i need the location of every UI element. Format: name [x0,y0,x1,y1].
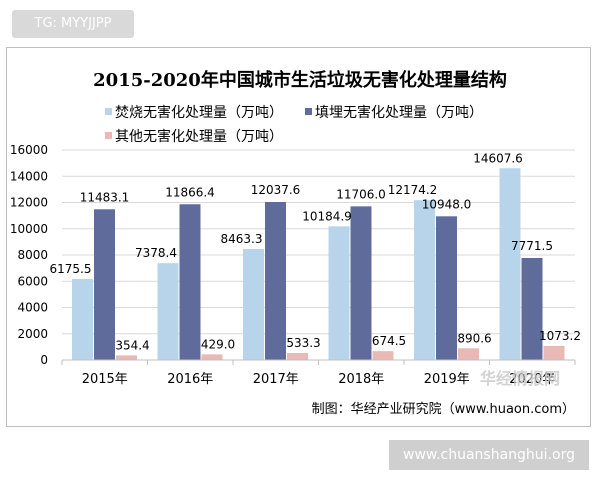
bar-s3-1 [116,355,137,360]
data-label-s1-6: 14607.6 [473,151,523,165]
bar-s2-6 [521,257,543,360]
y-tick-label: 8000 [17,248,48,262]
legend-label-1: 焚烧无害化处理量（万吨） [115,105,283,121]
data-label-s3-2: 429.0 [201,337,235,351]
bar-s2-3 [265,202,286,360]
x-tick-label: 2016年 [167,372,213,387]
bar-s1-2 [157,263,179,360]
y-tick-label: 12000 [10,196,48,210]
y-tick-label: 16000 [10,143,48,157]
bar-s3-3 [287,353,308,360]
chart-legend: 焚烧无害化处理量（万吨） 填埋无害化处理量（万吨） 其他无害化处理量（万吨） [105,105,483,145]
chart-watermark: 华经情报网 [480,369,560,388]
data-label-s2-1: 11483.1 [80,190,130,204]
data-label-s2-6: 7771.5 [511,239,553,253]
chart-title: 2015-2020年中国城市生活垃圾无害化处理量结构 [93,69,507,91]
y-tick-label: 4000 [17,301,48,315]
x-axis: 2015年 2016年 2017年 2018年 2019年 2020年 [61,359,576,387]
bar-s3-6 [543,345,565,360]
y-axis: 0 2000 4000 6000 8000 10000 12000 14000 16000 [10,143,48,367]
x-tick-label: 2017年 [253,372,299,387]
x-tick-label: 2015年 [82,372,128,387]
legend-label-3: 其他无害化处理量（万吨） [115,129,283,145]
data-label-s3-6: 1073.2 [539,329,581,343]
bar-s3-2 [201,354,223,360]
legend-label-2: 填埋无害化处理量（万吨） [315,105,483,121]
data-label-s2-4: 11706.0 [336,187,386,201]
data-label-s1-1: 6175.5 [50,262,92,276]
data-label-s1-5: 12174.2 [388,183,438,197]
y-tick-label: 14000 [10,169,48,183]
data-label-s3-5: 890.6 [457,331,491,345]
bar-s1-4 [328,226,350,360]
bar-s1-3 [243,248,264,360]
x-tick-label: 2020年 [509,372,555,387]
legend-swatch-3 [105,132,112,139]
x-tick-label: 2018年 [338,372,384,387]
bar-s2-1 [94,209,115,360]
bar-s2-5 [436,216,457,360]
bar-s1-1 [72,278,93,360]
bar-series [72,168,565,360]
bar-s2-2 [179,204,201,360]
bar-s2-4 [350,206,372,360]
data-label-s3-1: 354.4 [115,338,149,352]
data-label-s3-3: 533.3 [286,336,320,350]
y-tick-label: 6000 [17,274,48,288]
data-label-s2-5: 10948.0 [422,197,472,211]
data-label-s1-2: 7378.4 [135,246,177,260]
x-tick-label: 2019年 [424,372,470,387]
y-tick-label: 2000 [17,327,48,341]
bar-s3-5 [458,348,479,360]
legend-swatch-2 [305,108,312,115]
data-label-s2-2: 11866.4 [165,185,215,199]
y-tick-label: 0 [40,353,48,367]
y-tick-label: 10000 [10,222,48,236]
data-labels: 6175.5 11483.1 354.4 7378.4 11866.4 429.0 8463… [50,151,582,352]
legend-swatch-1 [105,108,112,115]
site-tag: www.chuanshanghui.org [389,440,589,470]
data-label-s3-4: 674.5 [372,334,406,348]
bar-s1-6 [499,168,521,360]
data-label-s1-3: 8463.3 [221,232,263,246]
chart-source: 制图：华经产业研究院（www.huaon.com） [312,402,575,417]
bar-s3-4 [372,351,394,360]
overlay-tag: TG: MYYJJPP [12,10,134,38]
bar-s1-5 [414,200,435,360]
data-label-s2-3: 12037.6 [251,183,301,197]
data-label-s1-4: 10184.9 [302,209,352,223]
